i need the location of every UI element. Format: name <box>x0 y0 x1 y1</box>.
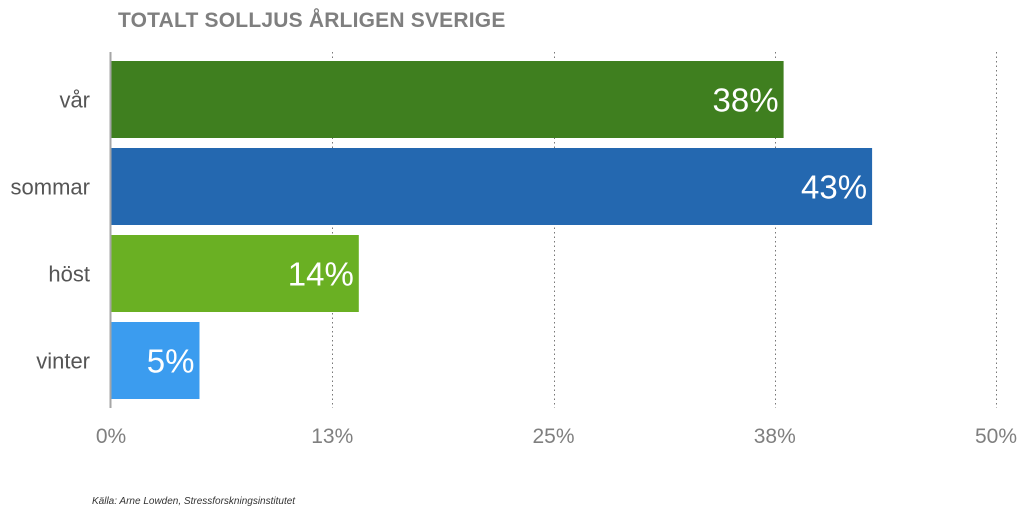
source-note: Källa: Arne Lowden, Stressforskningsinst… <box>92 496 296 507</box>
x-tick-label: 0% <box>96 425 126 448</box>
bar <box>111 322 200 399</box>
bar-data-label: 5% <box>147 343 195 380</box>
category-label: vår <box>59 88 90 113</box>
x-tick-label: 38% <box>754 425 796 448</box>
category-label: sommar <box>11 175 90 200</box>
chart-title: TOTALT SOLLJUS ÅRLIGEN SVERIGE <box>118 9 506 32</box>
category-label: höst <box>48 262 90 287</box>
x-tick-label: 25% <box>532 425 574 448</box>
bar <box>111 235 359 312</box>
bar-data-label: 38% <box>713 82 779 119</box>
x-tick-label: 13% <box>311 425 353 448</box>
bar-data-label: 14% <box>288 256 354 293</box>
category-label: vinter <box>36 349 90 374</box>
bar <box>111 148 873 225</box>
x-tick-label: 50% <box>975 425 1017 448</box>
bar-data-label: 43% <box>801 169 867 206</box>
bar <box>111 61 784 138</box>
